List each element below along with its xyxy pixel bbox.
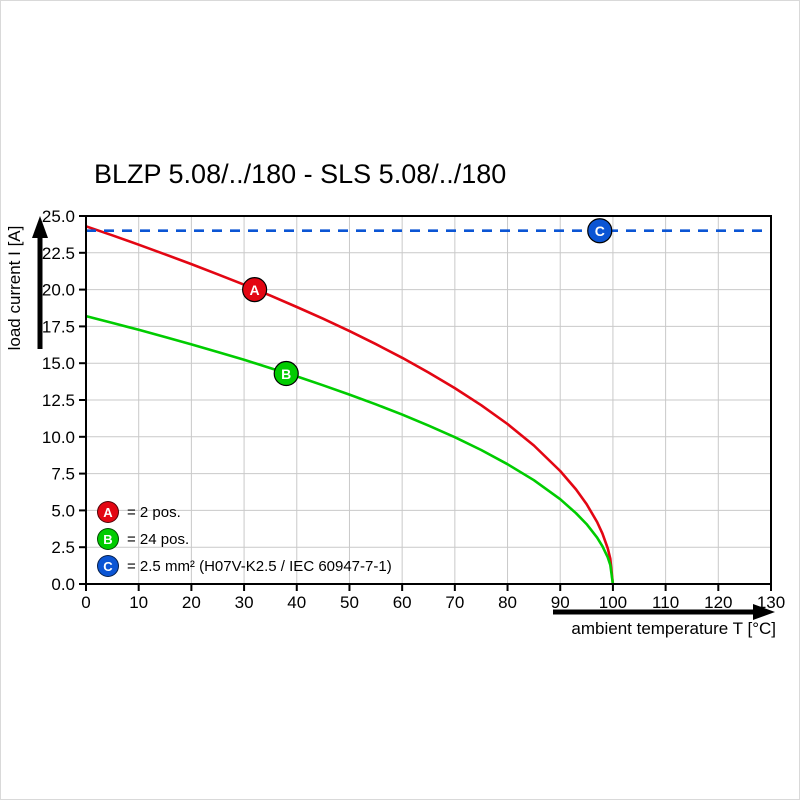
legend-label-b: = 24 pos. (127, 530, 190, 548)
curve-A (85, 225, 615, 585)
curve-B (85, 314, 615, 585)
x-tick-label: 60 (393, 593, 412, 612)
legend-marker-b-icon: B (97, 528, 119, 550)
x-tick-label: 90 (551, 593, 570, 612)
x-tick-label: 120 (704, 593, 732, 612)
chart-title: BLZP 5.08/../180 - SLS 5.08/../180 (94, 159, 507, 189)
x-tick-label: 110 (652, 593, 679, 612)
legend-label-a: = 2 pos. (127, 503, 181, 521)
x-tick-label: 70 (445, 593, 464, 612)
x-tick-label: 20 (182, 593, 201, 612)
x-tick-label: 40 (287, 593, 306, 612)
y-tick-label: 5.0 (51, 501, 75, 520)
y-axis-arrowhead-icon (32, 216, 48, 238)
legend-item-a: A = 2 pos. (97, 501, 392, 523)
legend-marker-a-icon: A (97, 501, 119, 523)
x-tick-label: 100 (599, 593, 627, 612)
x-tick-label: 130 (757, 593, 785, 612)
y-tick-label: 7.5 (51, 465, 75, 484)
x-tick-label: 0 (81, 593, 90, 612)
x-tick-label: 30 (235, 593, 254, 612)
y-tick-label: 15.0 (42, 354, 75, 373)
curve-marker-B (273, 360, 299, 387)
y-tick-label: 17.5 (42, 317, 75, 336)
y-tick-label: 22.5 (42, 244, 75, 263)
x-tick-label: 50 (340, 593, 359, 612)
curve-marker-C (587, 218, 613, 244)
legend-label-c: = 2.5 mm² (H07V-K2.5 / IEC 60947-7-1) (127, 557, 392, 575)
curve-marker-label-C: C (595, 223, 605, 239)
y-tick-label: 10.0 (42, 428, 75, 447)
x-tick-label: 10 (129, 593, 148, 612)
curve-marker-label-A: A (250, 282, 260, 298)
legend-marker-c-icon: C (97, 555, 119, 577)
x-tick-label: 80 (498, 593, 517, 612)
curve-marker-label-B: B (281, 366, 291, 382)
y-tick-label: 20.0 (42, 281, 75, 300)
legend-item-b: B = 24 pos. (97, 528, 392, 550)
curve-marker-A (242, 277, 268, 303)
y-tick-label: 0.0 (51, 575, 75, 594)
x-axis-arrowhead-icon (753, 604, 775, 620)
x-axis-label: ambient temperature T [°C] (571, 619, 776, 638)
y-tick-label: 12.5 (42, 391, 75, 410)
y-tick-label: 2.5 (51, 538, 75, 557)
legend-item-c: C = 2.5 mm² (H07V-K2.5 / IEC 60947-7-1) (97, 555, 392, 577)
chart-legend: A = 2 pos. B = 24 pos. C = 2.5 mm² (H07V… (97, 501, 392, 577)
y-tick-label: 25.0 (42, 207, 75, 226)
